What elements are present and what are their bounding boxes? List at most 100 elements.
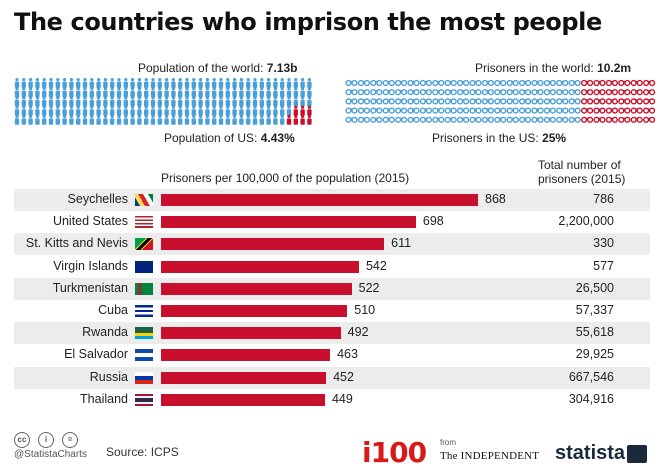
no-derivatives-icon: = (62, 432, 78, 448)
virgin-islands-flag (135, 260, 153, 273)
world-population-value: 7.13b (266, 61, 298, 75)
handcuffs-icon (605, 107, 619, 114)
seychelles-flag (135, 194, 153, 206)
world-population-caption: Population of the world: 7.13b (138, 61, 297, 75)
person-icon (164, 96, 169, 107)
person-icon (144, 87, 149, 98)
russia-flag (135, 371, 153, 384)
person-icon (96, 78, 101, 88)
handcuffs-icon (457, 107, 470, 114)
handcuffs-icon (407, 107, 420, 114)
person-icon (300, 87, 305, 98)
person-icon (307, 87, 312, 98)
handcuffs-icon (481, 116, 495, 123)
handcuffs-icon (518, 98, 532, 105)
handcuffs-icon (382, 89, 395, 96)
person-icon (164, 78, 169, 88)
person-icon (21, 78, 26, 88)
person-icon (55, 114, 60, 125)
category-label: Thailand (80, 391, 128, 406)
person-icon (28, 78, 33, 88)
person-icon (69, 105, 74, 116)
person-icon (178, 105, 183, 116)
person-icon (14, 114, 20, 125)
person-icon (28, 96, 33, 107)
person-icon (130, 96, 135, 107)
person-icon (225, 78, 230, 88)
person-icon (232, 96, 237, 107)
person-icon (184, 105, 190, 116)
us-prisoners-label: Prisoners in the US: (432, 131, 539, 145)
handcuffs-icon (382, 116, 395, 123)
person-icon (178, 114, 183, 125)
person-icon (259, 105, 264, 116)
person-icon (184, 78, 190, 88)
handcuffs-icon (531, 107, 544, 114)
person-icon (246, 114, 251, 125)
person-icon (184, 87, 190, 98)
person-icon (76, 105, 81, 116)
category-label: St. Kitts and Nevis (25, 236, 128, 251)
handcuffs-icon (345, 107, 358, 114)
handcuffs-icon (543, 116, 557, 123)
person-icon (232, 114, 237, 125)
handcuffs-icon (543, 98, 557, 105)
person-icon (89, 78, 94, 88)
person-icon (286, 114, 292, 125)
attribution-icon: i (38, 432, 54, 448)
handcuffs-icon (382, 107, 395, 114)
person-icon (35, 78, 40, 88)
handcuffs-icon (506, 79, 519, 87)
bar (161, 260, 359, 273)
handcuffs-icon (469, 107, 482, 114)
data-label: 449 (331, 391, 353, 406)
handcuffs-icon (345, 79, 358, 87)
person-icon (62, 114, 67, 125)
handcuffs-icon (481, 79, 495, 87)
person-icon (259, 78, 264, 88)
person-icon (103, 78, 108, 88)
person-icon (69, 96, 74, 107)
person-icon (76, 114, 81, 125)
handcuffs-icon (457, 79, 470, 87)
person-icon (212, 87, 217, 98)
handcuffs-icon (642, 116, 656, 123)
person-icon (164, 105, 169, 116)
person-icon (48, 78, 54, 88)
handcuffs-icon (395, 107, 408, 114)
bar (161, 327, 341, 340)
person-icon (252, 96, 258, 107)
person-icon (191, 78, 196, 88)
person-icon (62, 87, 67, 98)
st-kitts-flag (135, 238, 153, 251)
person-icon (239, 87, 244, 98)
handcuffs-icon (469, 98, 482, 105)
person-icon (14, 78, 20, 88)
person-icon (307, 96, 312, 107)
category-label: Virgin Islands (53, 258, 128, 273)
bar (161, 238, 385, 251)
data-label: 463 (337, 347, 358, 362)
person-icon (218, 78, 224, 88)
person-icon (266, 78, 271, 88)
person-icon (48, 105, 54, 116)
handcuffs-icon (457, 98, 470, 105)
person-icon (82, 96, 88, 107)
person-icon (280, 78, 285, 88)
person-icon (96, 114, 101, 125)
handcuffs-icon (345, 116, 358, 123)
person-icon (42, 96, 47, 107)
handcuffs-icon (419, 107, 433, 114)
person-icon (259, 87, 264, 98)
handcuffs-icon (568, 116, 581, 123)
cc-license-icon: cc (14, 432, 30, 448)
handcuffs-icon (370, 107, 383, 114)
person-icon (103, 105, 108, 116)
handcuffs-icon (432, 107, 445, 114)
person-icon (137, 78, 142, 88)
handcuffs-icon (506, 89, 519, 96)
person-icon (191, 96, 196, 107)
person-icon (89, 87, 94, 98)
handcuffs-icon (444, 98, 457, 105)
person-icon (246, 78, 251, 88)
